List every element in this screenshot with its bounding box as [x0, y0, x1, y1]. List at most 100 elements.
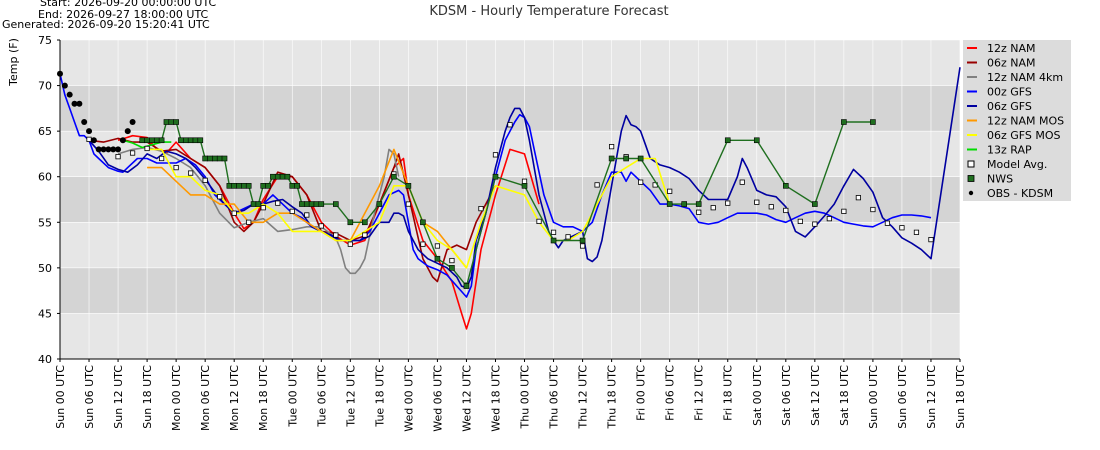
header-generated: Generated: 2026-09-20 15:20:41 UTC [2, 18, 210, 31]
chart-title: KDSM - Hourly Temperature Forecast [429, 4, 668, 19]
nws-point [812, 201, 818, 207]
nws-point [178, 137, 184, 144]
model-avg-point [884, 220, 891, 226]
nws-point [221, 155, 228, 162]
model-avg-point [696, 209, 702, 215]
obs-point [71, 100, 78, 107]
nws-point [173, 119, 179, 125]
nws-point [236, 183, 242, 189]
model-avg-point [521, 178, 528, 184]
nws-point [241, 183, 247, 189]
x-tick-label: Wed 06 UTC [431, 365, 444, 432]
nws-point [274, 173, 281, 180]
x-tick-label: Sun 12 UTC [112, 365, 125, 429]
model-avg-point [289, 208, 295, 214]
x-tick-label: Thu 18 UTC [606, 365, 619, 430]
legend-item: 12z NAM [967, 42, 1036, 55]
x-tick-label: Sun 18 UTC [141, 365, 154, 429]
x-tick-label: Sat 12 UTC [809, 365, 822, 426]
model-avg-point [260, 205, 266, 211]
x-tick-label: Thu 12 UTC [577, 365, 590, 430]
legend-label: 06z GFS [987, 100, 1032, 113]
nws-point [187, 137, 194, 144]
nws-point [245, 183, 252, 189]
obs-point [86, 128, 93, 135]
x-tick-label: Fri 00 UTC [635, 365, 648, 421]
nws-point [841, 119, 847, 125]
nws-point [376, 201, 383, 207]
legend-label: 06z NAM [987, 57, 1036, 70]
x-tick-label: Mon 00 UTC [170, 365, 183, 431]
model-avg-point [928, 237, 934, 243]
nws-point [463, 283, 470, 289]
obs-point [95, 146, 102, 153]
x-tick-label: Wed 12 UTC [460, 365, 473, 432]
background-band [60, 222, 960, 268]
legend-item: 13z RAP [967, 144, 1032, 157]
legend-label: Model Avg. [987, 158, 1047, 171]
model-avg-point [826, 216, 832, 222]
header-end: End: 2026-09-27 18:00:00 UTC [38, 8, 209, 21]
nws-point [163, 119, 170, 125]
nws-point [420, 219, 426, 226]
model-avg-point [347, 241, 353, 247]
nws-point [391, 173, 397, 180]
nws-point [492, 173, 499, 180]
model-avg-point [405, 201, 411, 207]
x-tick-label: Fri 06 UTC [664, 365, 677, 421]
x-tick-label: Fri 18 UTC [722, 365, 735, 421]
nws-point [303, 201, 310, 207]
y-tick-label: 55 [38, 216, 52, 229]
model-avg-point [159, 155, 165, 162]
y-axis-label: Temp (F) [7, 38, 20, 87]
model-avg-point [594, 182, 600, 188]
model-avg-point [550, 229, 557, 235]
nws-point [405, 183, 412, 189]
nws-point [695, 201, 702, 207]
x-tick-label: Sat 06 UTC [780, 365, 793, 426]
background-band [60, 40, 960, 86]
background-band [60, 131, 960, 177]
nws-point [216, 155, 223, 162]
nws-point [149, 137, 155, 144]
model-avg-point [913, 229, 920, 235]
series-00z-gfs [59, 73, 932, 298]
obs-point [105, 146, 112, 153]
legend-label: 06z GFS MOS [987, 129, 1061, 142]
model-avg-point [783, 207, 789, 214]
obs-point [100, 146, 107, 153]
series-nws [139, 119, 876, 289]
nws-point [168, 119, 175, 125]
nws-point [521, 183, 528, 189]
x-tick-label: Sun 00 UTC [867, 365, 880, 429]
nws-point [284, 173, 291, 180]
nws-point [260, 183, 267, 189]
nws-point [279, 173, 286, 180]
nws-point [231, 183, 237, 189]
x-tick-label: Sun 12 UTC [925, 365, 938, 429]
model-avg-point [536, 218, 542, 224]
nws-point [449, 265, 455, 271]
x-tick-label: Sat 00 UTC [751, 365, 764, 426]
model-avg-point [217, 194, 223, 200]
obs-point [66, 91, 73, 98]
model-avg-point [855, 195, 861, 201]
legend-label: 00z GFS [987, 86, 1032, 99]
y-tick-label: 65 [38, 125, 52, 138]
model-avg-point [333, 232, 339, 238]
legend-swatch [967, 160, 975, 168]
nws-point [434, 255, 441, 262]
model-avg-point [449, 257, 455, 264]
model-avg-point [231, 210, 237, 216]
legend-box [963, 40, 1071, 201]
nws-point [197, 137, 204, 144]
x-tick-label: Sun 06 UTC [896, 365, 909, 429]
x-tick-label: Tue 00 UTC [286, 365, 299, 428]
model-avg-point [144, 145, 150, 152]
obs-point [61, 82, 68, 89]
nws-point [144, 137, 150, 144]
nws-point [192, 137, 199, 144]
model-avg-point [667, 188, 673, 194]
nws-point [183, 137, 189, 144]
